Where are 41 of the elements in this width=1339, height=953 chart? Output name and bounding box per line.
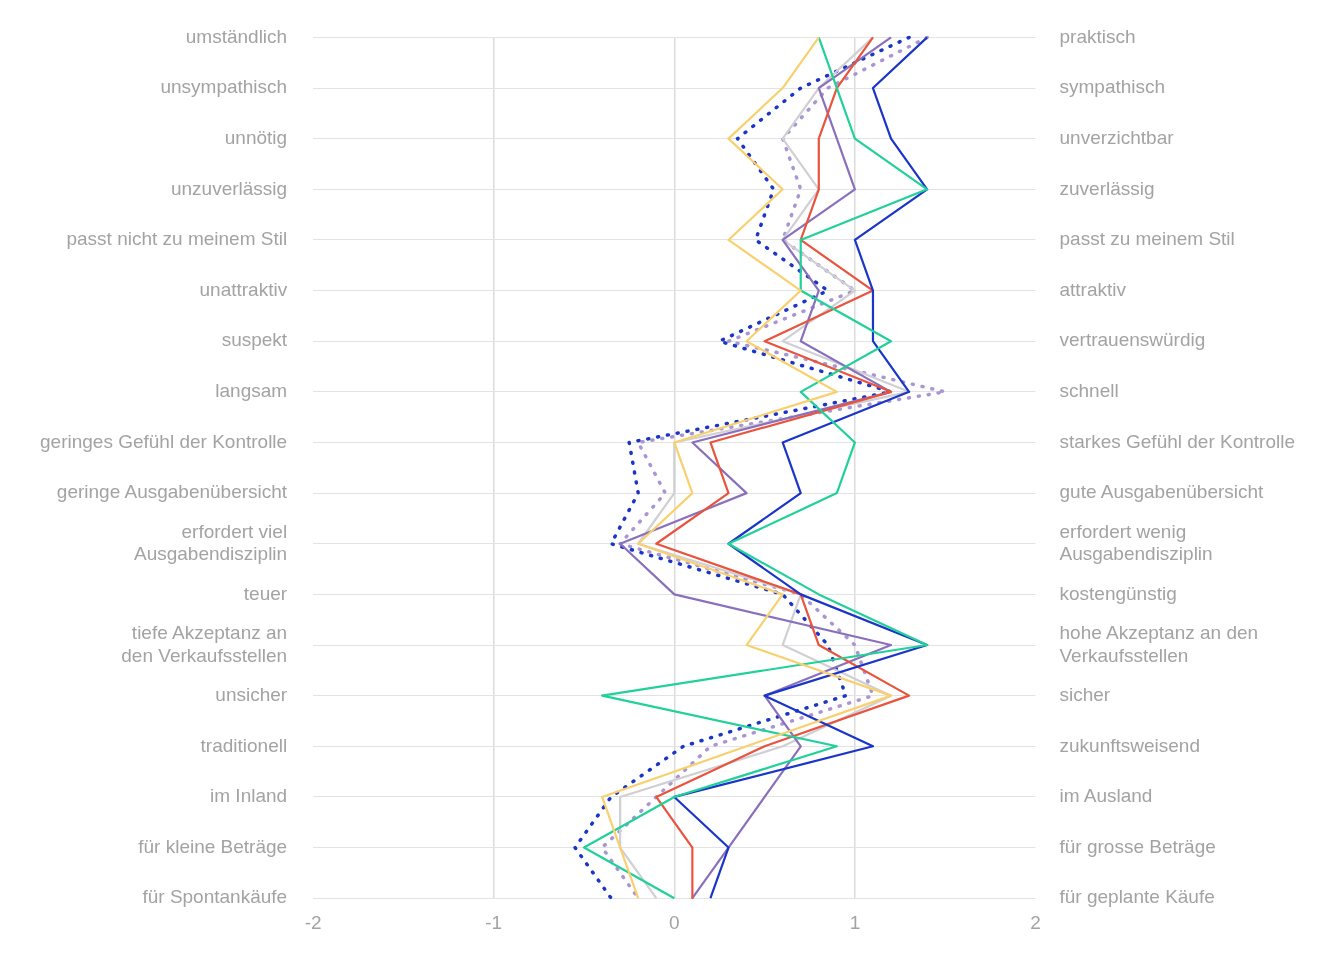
x-tick-label: 2 [1030, 911, 1041, 933]
y2-tick-label: zukunftsweisend [1059, 734, 1200, 756]
y2-tick-label: vertrauenswürdig [1059, 329, 1206, 351]
y2-tick-label: für geplante Käufe [1059, 886, 1215, 908]
y-tick-label: erfordert viel Ausgabendisziplin [133, 520, 288, 565]
y2-tick-label: praktisch [1059, 25, 1136, 47]
y-tick-label: langsam [215, 380, 288, 402]
y2-tick-label: gute Ausgabenübersicht [1059, 481, 1265, 503]
y-tick-label: für kleine Beträge [138, 835, 288, 857]
y-tick-label: unzuverlässig [170, 177, 288, 199]
y2-tick-label: kostengünstig [1059, 582, 1177, 604]
x-tick-label: -2 [304, 911, 322, 933]
y-tick-label: teuer [243, 582, 288, 604]
y-tick-label: unsicher [215, 683, 288, 705]
y-tick-label: geringes Gefühl der Kontrolle [39, 430, 288, 452]
y2-tick-label: hohe Akzeptanz an den Verkaufsstellen [1059, 621, 1259, 666]
y-tick-label: tiefe Akzeptanz an den Verkaufsstellen [121, 621, 288, 666]
y2-tick-label: sympathisch [1059, 76, 1166, 98]
x-tick-label: -1 [485, 911, 503, 933]
y2-tick-label: sicher [1059, 683, 1111, 705]
y2-tick-label: unverzichtbar [1059, 126, 1175, 148]
y2-tick-label: im Ausland [1059, 785, 1153, 807]
y-tick-label: traditionell [200, 734, 288, 756]
y-tick-label: suspekt [221, 329, 288, 351]
y2-tick-label: erfordert wenig Ausgabendisziplin [1059, 520, 1213, 565]
y-tick-label: passt nicht zu meinem Stil [66, 228, 288, 250]
y-tick-label: unattraktiv [199, 278, 288, 300]
y-tick-label: umständlich [185, 25, 288, 47]
x-tick-label: 1 [849, 911, 861, 933]
y2-tick-label: für grosse Beträge [1059, 835, 1216, 857]
y-tick-label: unnötig [224, 126, 288, 148]
y2-tick-label: starkes Gefühl der Kontrolle [1059, 430, 1296, 452]
x-tick-label: 0 [669, 911, 680, 933]
y2-tick-label: zuverlässig [1059, 177, 1155, 199]
y-tick-label: für Spontankäufe [142, 886, 288, 908]
y2-tick-label: schnell [1059, 380, 1119, 402]
y-tick-label: unsympathisch [160, 76, 288, 98]
y-tick-label: geringe Ausgabenübersicht [56, 481, 288, 503]
y2-tick-label: passt zu meinem Stil [1059, 228, 1235, 250]
y2-tick-label: attraktiv [1059, 278, 1127, 300]
y-tick-label: im Inland [210, 785, 288, 807]
